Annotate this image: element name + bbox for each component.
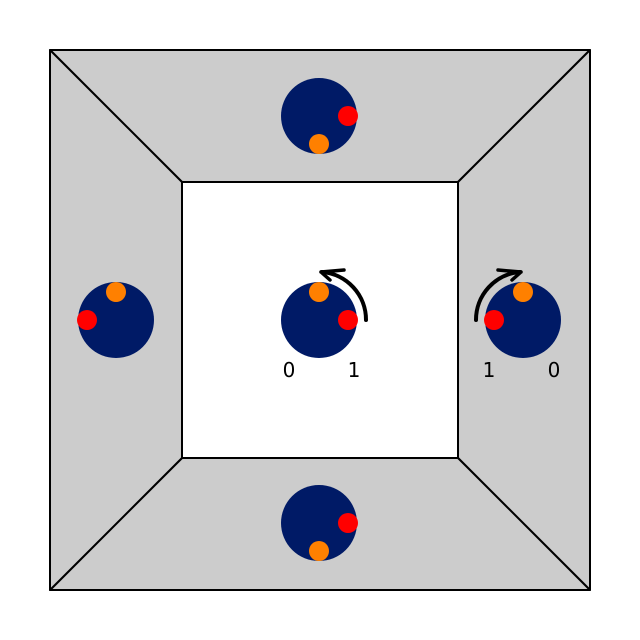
bottom-red-dot [338, 513, 358, 533]
center-left-label: 0 [283, 358, 296, 382]
right-left-label: 1 [483, 358, 496, 382]
left-disc [78, 282, 154, 358]
top-orange-dot [309, 134, 329, 154]
top-disc [281, 78, 357, 154]
bottom-orange-dot [309, 541, 329, 561]
center-right-label: 1 [348, 358, 361, 382]
center-orange-dot [309, 282, 329, 302]
top-disc-group [281, 78, 358, 154]
center-red-dot [338, 310, 358, 330]
clockwise-rotation-arrow-icon [319, 268, 369, 322]
center-disc-group: 0 1 [281, 268, 369, 382]
right-orange-dot [513, 282, 533, 302]
left-disc-group [77, 282, 154, 358]
top-red-dot [338, 106, 358, 126]
counterclockwise-rotation-arrow-icon [473, 268, 523, 322]
left-red-dot [77, 310, 97, 330]
right-disc [485, 282, 561, 358]
left-orange-dot [106, 282, 126, 302]
bottom-disc-group [281, 485, 358, 561]
right-red-dot [484, 310, 504, 330]
right-right-label: 0 [548, 358, 561, 382]
bottom-disc [281, 485, 357, 561]
right-disc-group: 1 0 [473, 268, 561, 382]
center-disc [281, 282, 357, 358]
